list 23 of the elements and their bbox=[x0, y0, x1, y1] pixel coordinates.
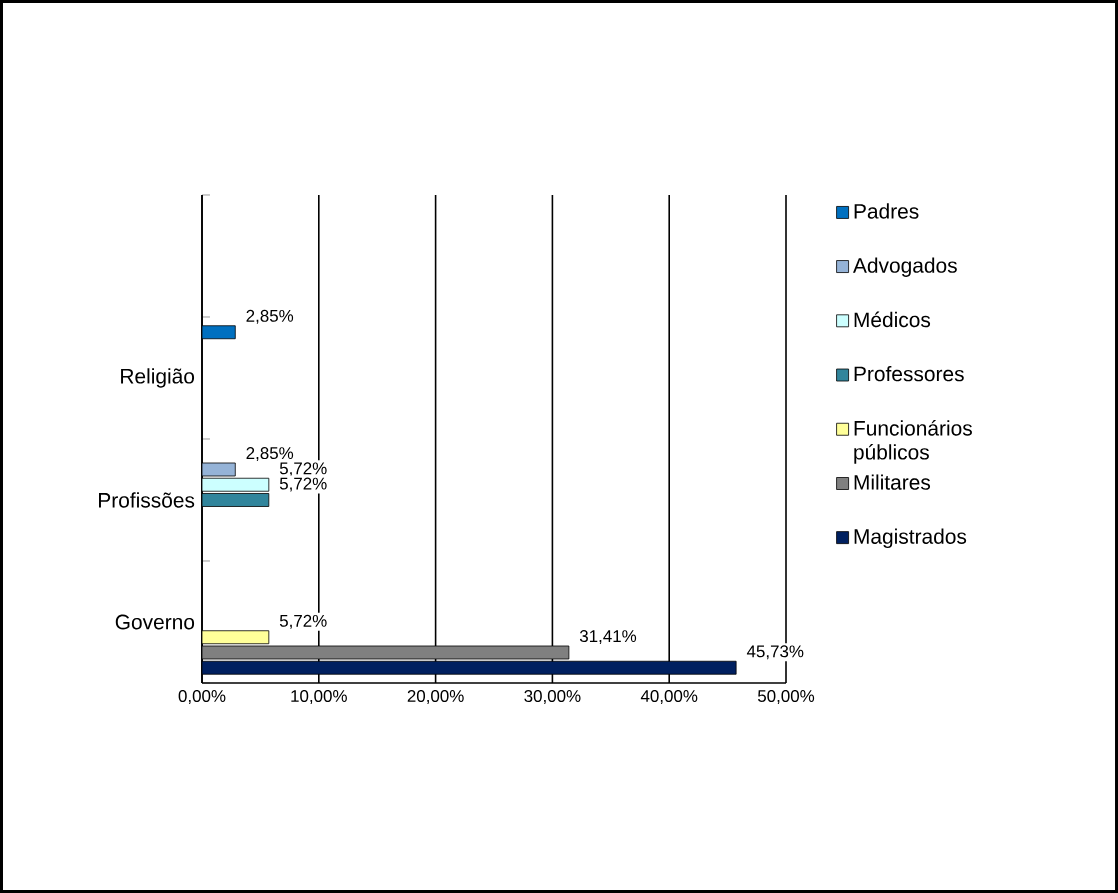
x-tick-label: 10,00% bbox=[291, 690, 347, 705]
data-label: 31,41% bbox=[579, 630, 637, 645]
legend-label: Magistrados bbox=[854, 528, 967, 549]
x-tick-label: 0,00% bbox=[178, 690, 226, 705]
x-tick-label: 50,00% bbox=[757, 690, 815, 705]
legend-label: Médicos bbox=[854, 311, 931, 328]
x-tick-label: 20,00% bbox=[407, 690, 464, 705]
legend-label: Funcionários públicos bbox=[854, 420, 972, 464]
data-label: 5,72% bbox=[279, 614, 327, 629]
data-label: 45,73% bbox=[746, 645, 804, 660]
data-label: 5,72% bbox=[279, 477, 327, 492]
y-tick-label: Profissões bbox=[99, 492, 195, 508]
x-tick-label: 40,00% bbox=[640, 690, 698, 705]
data-label: 5,72% bbox=[279, 462, 327, 477]
data-label: 2,85% bbox=[246, 447, 294, 462]
legend-label: Padres bbox=[854, 203, 919, 219]
legend-label: Professores bbox=[854, 365, 964, 382]
legend-label: Militares bbox=[854, 474, 931, 490]
y-tick-label: Governo bbox=[115, 614, 195, 630]
legend-label: Advogados bbox=[852, 257, 957, 277]
data-label: 2,85% bbox=[246, 309, 294, 324]
x-tick-label: 30,00% bbox=[524, 690, 581, 705]
y-tick-label: Religião bbox=[121, 368, 195, 388]
